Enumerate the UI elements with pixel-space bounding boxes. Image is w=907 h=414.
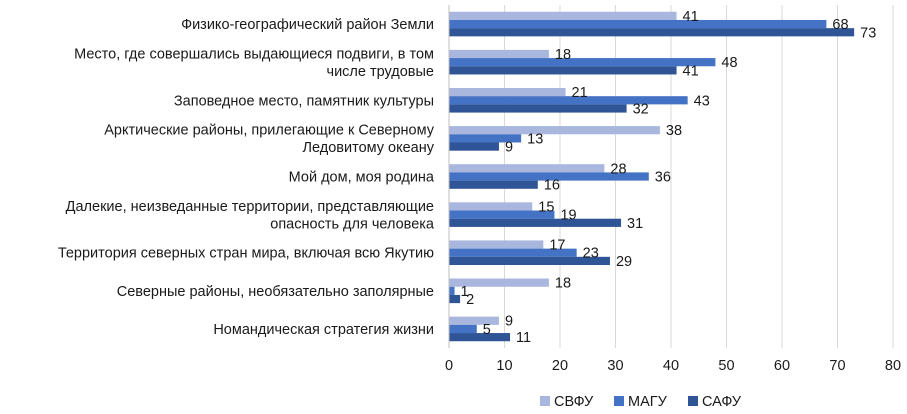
legend-swatch [540,396,550,406]
bar-САФУ [449,294,461,304]
value-label: 41 [683,63,699,79]
value-label: 2 [466,292,474,308]
bar-МАГУ [449,210,555,219]
category-label: Мой дом, моя родина [289,170,435,186]
value-label: 48 [721,55,737,71]
x-tick-labels: 0 10 20 30 40 50 60 70 80 [445,358,901,374]
x-tick-label: 60 [774,358,790,374]
bar-СВФУ [449,278,549,287]
legend-swatch [688,396,698,406]
value-label: 5 [483,322,491,338]
category-labels: Физико-географический район Земли Место, … [58,17,435,338]
bar-СВФУ [449,11,677,20]
value-label: 9 [505,314,513,330]
value-label: 19 [560,208,576,224]
bar-МАГУ [449,324,477,334]
category-label: Физико-географический район Земли [181,17,434,33]
value-label: 18 [555,47,571,63]
bar-МАГУ [449,58,716,67]
bar-СВФУ [449,126,660,135]
value-label: 18 [555,276,571,292]
value-label: 23 [583,246,599,262]
bar-МАГУ [449,286,455,295]
legend: СВФУ МАГУ САФУ [540,394,742,410]
category-label: Территория северных стран мира, включая … [58,246,434,262]
bar-МАГУ [449,19,827,29]
bar-МАГУ [449,248,577,257]
x-tick-label: 20 [552,358,568,374]
value-labels: 4168731848412143323813928361615193117232… [461,9,877,346]
category-label: Номандическая стратегия жизни [213,322,434,338]
bar-МАГУ [449,172,649,181]
value-label: 38 [666,123,682,139]
value-label: 31 [627,216,643,232]
bar-СВФУ [449,87,566,97]
value-label: 17 [549,238,565,254]
value-label: 13 [527,131,543,147]
bar-СВФУ [449,316,499,325]
x-tick-label: 10 [496,358,512,374]
x-tick-label: 30 [607,358,623,374]
value-label: 11 [516,330,531,346]
value-label: 36 [655,170,671,186]
bar-САФУ [449,180,538,189]
value-label: 41 [683,9,699,25]
bar-САФУ [449,256,610,266]
category-label: Заповедное место, памятник культуры [174,93,434,109]
bar-САФУ [449,218,622,227]
x-tick-label: 0 [445,358,453,374]
bar-САФУ [449,66,677,75]
legend-label: СВФУ [554,394,594,410]
bar-САФУ [449,142,499,151]
value-label: 1 [461,284,469,300]
bar-МАГУ [449,96,688,105]
category-label: Арктические районы, прилегающие к Северн… [104,123,435,139]
category-label: Ледовитому океану [303,140,435,156]
value-label: 21 [572,85,588,101]
bar-САФУ [449,333,511,342]
value-label: 73 [860,25,876,41]
category-label: числе трудовые [327,64,434,80]
category-label: Северные районы, необязательно заполярны… [117,284,434,300]
x-tick-label: 50 [718,358,734,374]
legend-swatch [614,396,624,406]
value-label: 43 [694,93,710,109]
bar-САФУ [449,28,855,37]
bar-СВФУ [449,49,549,59]
bar-СВФУ [449,202,533,211]
category-label: Далекие, неизведанные территории, предст… [66,199,434,215]
legend-label: МАГУ [628,394,668,410]
value-label: 9 [505,140,513,156]
value-label: 68 [832,17,848,33]
legend-label: САФУ [702,394,742,410]
bar-МАГУ [449,134,522,143]
value-label: 15 [538,199,554,215]
value-label: 16 [544,178,560,194]
category-label: опасность для человека [270,216,435,232]
bars [449,11,855,342]
value-label: 29 [616,254,632,270]
x-tick-label: 40 [663,358,679,374]
bar-СВФУ [449,240,544,249]
bar-САФУ [449,104,627,113]
x-tick-label: 70 [829,358,845,374]
bar-СВФУ [449,164,605,173]
category-label: Место, где совершались выдающиеся подвиг… [74,46,434,62]
value-label: 28 [610,161,626,177]
x-tick-label: 80 [885,358,901,374]
value-label: 32 [633,101,649,117]
